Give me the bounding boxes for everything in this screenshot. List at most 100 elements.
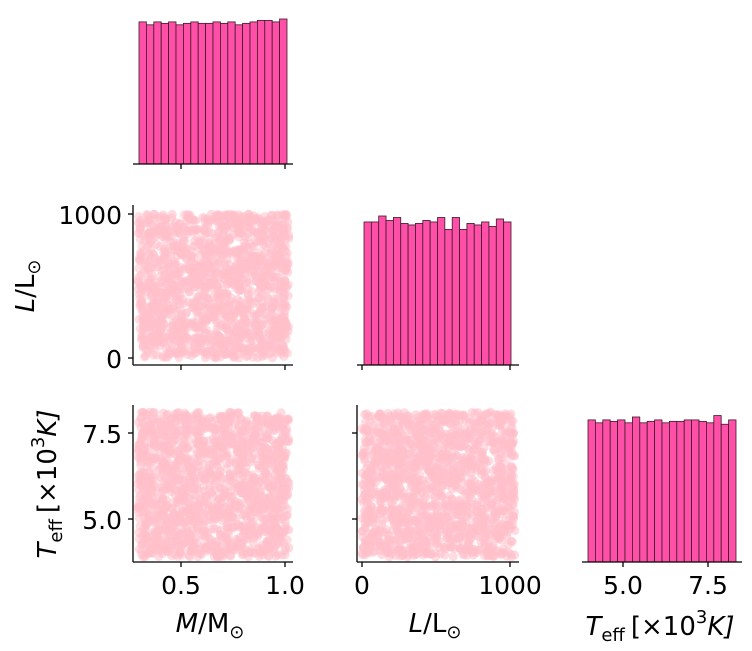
hist-mass-bar-15 <box>249 21 258 165</box>
scatter-mt-point <box>188 519 197 529</box>
scatter-mt-point <box>222 464 232 474</box>
hist-teff-bar-4 <box>617 419 626 563</box>
scatter-mt-point <box>175 547 185 557</box>
scatter-lt-point <box>418 409 428 419</box>
axes-spines <box>128 163 742 567</box>
scatter-ml-point <box>190 236 199 246</box>
scatter-lt-point <box>508 500 518 509</box>
scatter-lt-point <box>432 463 442 472</box>
scatter-ml-point <box>169 289 179 298</box>
hist-mass-bar-2 <box>153 21 162 165</box>
scatter-ml-point <box>247 286 257 296</box>
scatter-lt-point <box>510 451 519 461</box>
scatter-lt-point <box>492 482 502 492</box>
scatter-mt-point <box>137 546 147 556</box>
scatter-lt-point <box>409 545 419 555</box>
scatter-mt-point <box>217 533 227 543</box>
scatter-mt-point <box>236 521 246 531</box>
scatter-mt-point <box>174 450 184 460</box>
scatter-ml-point <box>138 284 148 294</box>
scatter-mt-point <box>195 517 205 527</box>
scatter-lt-point <box>490 431 500 441</box>
scatter-lt-point <box>449 452 459 462</box>
scatter-lt-point <box>359 443 369 453</box>
scatter-ml-point <box>163 273 173 283</box>
scatter-lt-point <box>359 506 369 516</box>
scatter-lt-point <box>509 512 519 522</box>
scatter-lt-point <box>480 472 490 482</box>
scatter-lt-point <box>461 531 470 541</box>
scatter-mt-point <box>230 457 240 467</box>
scatter-mt-point <box>167 504 177 513</box>
scatter-mt-point <box>155 507 165 517</box>
scatter-mt-point <box>137 471 147 481</box>
scatter-lt-point <box>411 485 421 495</box>
scatter-mt-point <box>157 549 167 559</box>
scatter-mt-point <box>179 538 189 548</box>
scatter-ml-point <box>221 220 230 230</box>
scatter-ml-point <box>164 330 174 339</box>
hist-lum-bar-17 <box>488 226 497 366</box>
scatter-lt-point <box>385 435 395 445</box>
scatter-mt-point <box>215 470 225 480</box>
scatter-lt-point <box>484 537 494 547</box>
scatter-mt-point <box>259 543 269 553</box>
scatter-lt-point <box>443 437 452 447</box>
scatter-ml-point <box>278 325 287 335</box>
scatter-ml-point <box>209 277 219 287</box>
scatter-mt-point <box>181 410 191 420</box>
scatter-lt-point <box>496 462 506 472</box>
hist-mass-bar-17 <box>264 20 273 165</box>
scatter-ml-point <box>191 278 201 288</box>
scatter-mt-point <box>260 522 270 531</box>
scatter-lt-point <box>384 531 394 541</box>
scatter-ml-point <box>184 213 194 223</box>
scatter-ml-point <box>139 340 149 350</box>
scatter-mt-point <box>250 548 260 558</box>
scatter-mt-point <box>273 465 283 475</box>
scatter-lt-point <box>375 434 385 444</box>
scatter-lt-point <box>509 492 519 502</box>
hist-mass-bar-16 <box>256 20 266 165</box>
scatter-mt-point <box>174 456 184 466</box>
scatter-ml-point <box>264 340 274 350</box>
scatter-mt-point <box>185 461 195 471</box>
scatter-lt-point <box>494 455 504 464</box>
scatter-mt-point <box>222 430 232 440</box>
scatter-ml-point <box>236 248 246 258</box>
scatter-mt-point <box>172 534 181 544</box>
scatter-lt-point <box>444 411 454 421</box>
scatter-mt-point <box>280 550 290 560</box>
scatter-mt-point <box>166 487 176 497</box>
scatter-ml-point <box>138 326 148 336</box>
scatter-mt-point <box>148 416 158 426</box>
scatter-ml-point <box>230 262 240 272</box>
scatter-ml-point <box>143 347 153 357</box>
scatter-mt-point <box>175 473 185 483</box>
scatter-mt-point <box>274 436 284 446</box>
scatter-ml-point <box>200 233 210 243</box>
scatter-mt-point <box>204 485 214 495</box>
hist-lum-bar-12 <box>451 217 460 366</box>
scatter-mt-point <box>248 538 258 548</box>
scatter-mt-point <box>273 446 283 456</box>
scatter-ml-point <box>235 228 245 238</box>
scatter-ml-point <box>169 280 179 290</box>
scatter-mt-point <box>166 471 176 481</box>
scatter-mt-point <box>139 501 148 511</box>
hist-lum-bar-4 <box>392 217 402 366</box>
ylabel-teff: Teff[×103K] <box>28 409 67 558</box>
scatter-ml-point <box>261 259 271 269</box>
scatter-mt-point <box>258 472 268 482</box>
scatter-mt-point <box>252 523 261 533</box>
scatter-mt-point <box>197 422 207 432</box>
scatter-ml-point <box>250 297 260 307</box>
hist-mass-bar-13 <box>234 24 243 165</box>
scatter-mt-point <box>274 473 284 483</box>
scatter-mt-point <box>263 431 273 441</box>
hist-teff-bar-6 <box>632 416 641 563</box>
scatter-lt-point <box>404 474 414 484</box>
scatter-mt-point <box>157 469 167 479</box>
scatter-lt-point <box>439 475 449 485</box>
scatter-ml-point <box>243 351 253 361</box>
